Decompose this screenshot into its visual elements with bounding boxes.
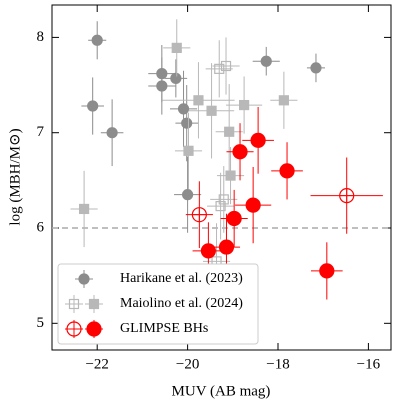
marker [181,117,193,129]
marker [181,117,193,129]
marker [191,207,207,223]
legend-label: GLIMPSE BHs [120,321,208,336]
marker [260,55,272,67]
marker [200,243,216,259]
marker [183,145,194,156]
marker [86,321,102,337]
plot-frame [51,4,392,351]
marker [224,126,235,137]
marker [78,273,90,285]
marker [170,72,182,84]
marker [215,200,226,212]
marker [87,100,99,112]
marker [239,99,250,111]
marker [106,127,118,139]
marker [66,321,82,337]
marker [91,34,103,46]
marker [182,189,194,201]
marker [279,163,295,179]
marker [177,103,190,115]
marker [156,80,168,92]
marker [225,170,236,181]
marker [91,34,103,46]
legend-box [57,263,259,345]
marker [177,103,190,115]
marker [319,263,335,279]
marker [170,72,182,84]
marker [245,197,261,213]
x-tick-label: −18 [266,356,289,372]
marker [106,127,118,139]
marker [232,144,248,160]
y-axis-label: log (MBH/M⊙) [7,128,23,225]
marker [279,163,295,179]
marker [245,197,261,213]
marker [218,239,235,255]
marker [310,62,322,74]
marker [250,132,266,148]
marker [68,298,80,310]
y-tick-label: 8 [37,29,45,45]
legend-label: Harikane et al. (2023) [120,271,243,286]
marker [226,210,242,227]
marker [171,42,182,53]
legend-label: Maiolino et al. (2024) [120,296,243,311]
x-tick-label: −16 [357,356,381,372]
marker [78,273,90,285]
marker [260,55,272,67]
y-tick-label: 7 [37,124,45,140]
x-axis-label: MUV (AB mag) [172,383,271,399]
marker [193,95,204,106]
y-tick-label: 5 [37,315,45,331]
marker [220,60,232,72]
x-tick-label: −20 [176,356,199,372]
marker [182,189,194,201]
marker [88,298,100,310]
marker [250,132,266,148]
marker [319,263,335,279]
x-tick-label: −22 [85,356,108,372]
marker [206,105,217,116]
legend: Harikane et al. (2023) Maiolino et al. (2… [57,263,259,345]
marker [232,144,248,160]
marker [218,239,235,255]
marker [339,188,355,204]
marker [200,243,216,259]
marker [214,63,225,74]
marker [278,95,289,106]
y-tick-label: 6 [37,219,45,235]
marker [87,100,99,112]
marker [156,80,168,92]
marker [78,203,90,215]
marker [310,62,322,74]
marker [218,194,229,205]
marker [226,210,242,227]
marker [86,321,102,337]
